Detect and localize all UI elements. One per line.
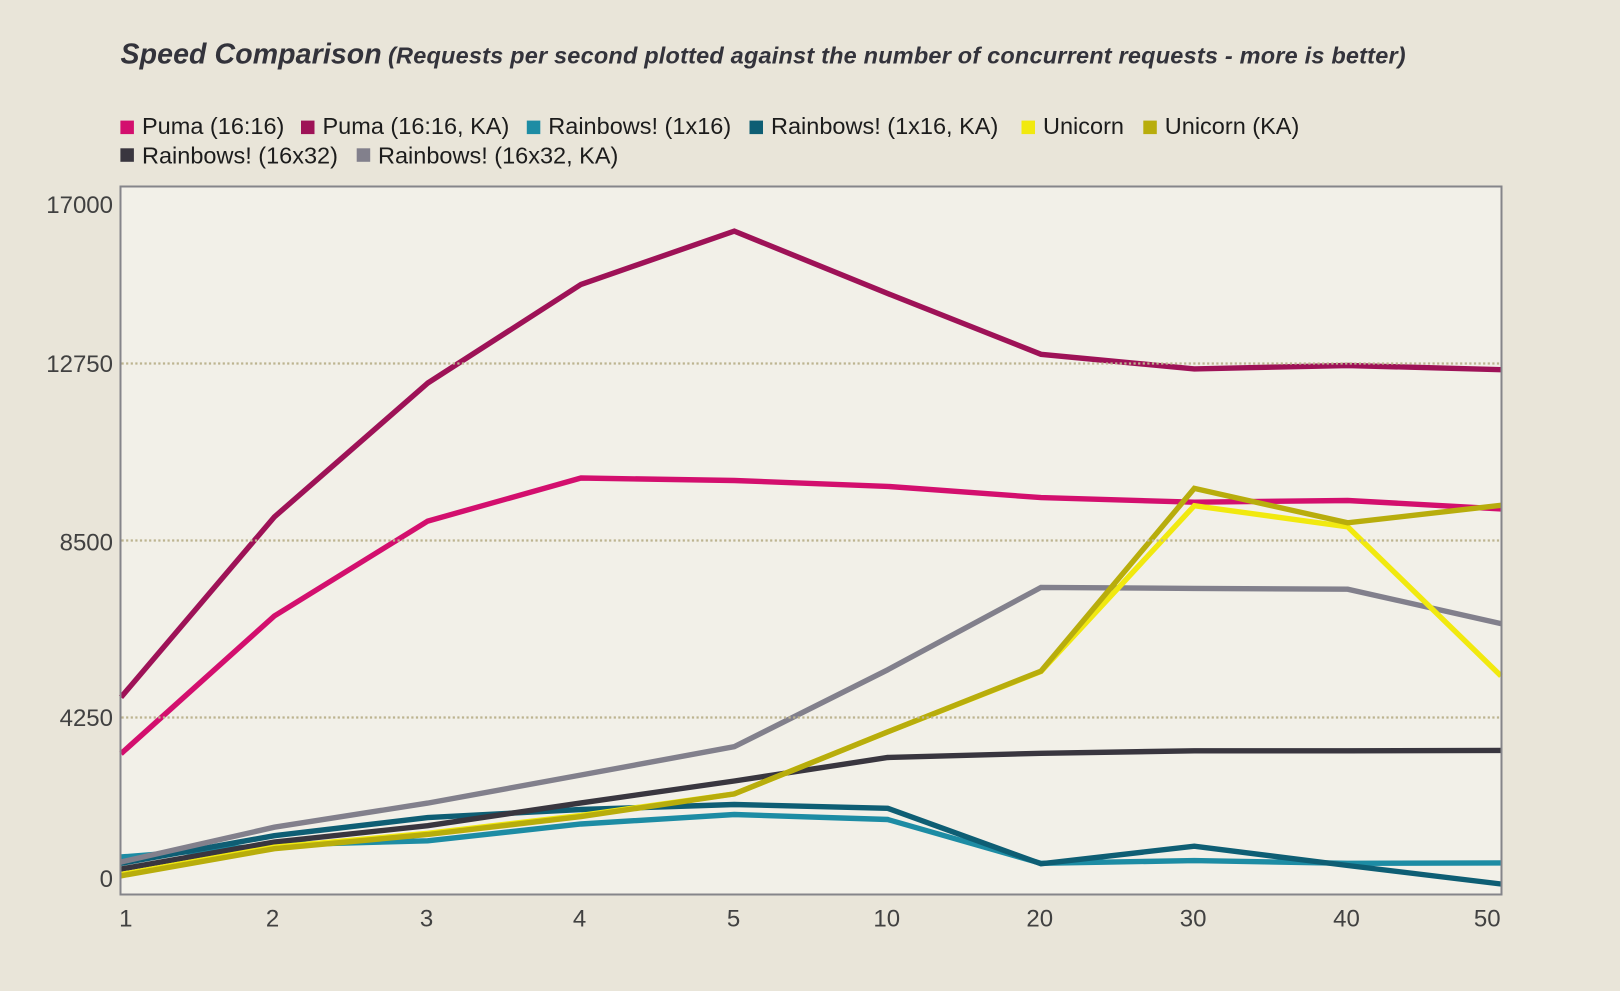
svg-text:4250: 4250 — [60, 705, 113, 732]
svg-text:3: 3 — [420, 906, 433, 933]
svg-text:Unicorn (KA): Unicorn (KA) — [1165, 113, 1300, 139]
svg-text:1: 1 — [119, 906, 132, 933]
svg-text:Unicorn: Unicorn — [1043, 113, 1124, 139]
svg-text:Speed Comparison: Speed Comparison — [121, 38, 382, 70]
svg-text:Rainbows! (16x32, KA): Rainbows! (16x32, KA) — [378, 142, 618, 168]
svg-text:0: 0 — [100, 866, 113, 893]
svg-text:Puma (16:16, KA): Puma (16:16, KA) — [323, 113, 510, 139]
svg-text:2: 2 — [266, 906, 279, 933]
svg-text:5: 5 — [727, 906, 740, 933]
svg-text:Rainbows! (16x32): Rainbows! (16x32) — [142, 142, 338, 168]
svg-text:Rainbows! (1x16, KA): Rainbows! (1x16, KA) — [771, 113, 998, 139]
svg-text:10: 10 — [873, 906, 900, 933]
svg-text:Puma (16:16): Puma (16:16) — [142, 113, 284, 139]
svg-text:30: 30 — [1180, 906, 1207, 933]
svg-text:20: 20 — [1026, 906, 1053, 933]
svg-text:(Requests per second plotted a: (Requests per second plotted against the… — [388, 42, 1406, 68]
svg-text:40: 40 — [1333, 906, 1360, 933]
svg-text:12750: 12750 — [46, 351, 113, 378]
svg-text:4: 4 — [573, 906, 586, 933]
svg-text:8500: 8500 — [60, 530, 113, 557]
svg-text:50: 50 — [1474, 906, 1501, 933]
svg-text:17000: 17000 — [46, 192, 113, 219]
svg-text:Rainbows! (1x16): Rainbows! (1x16) — [548, 113, 731, 139]
